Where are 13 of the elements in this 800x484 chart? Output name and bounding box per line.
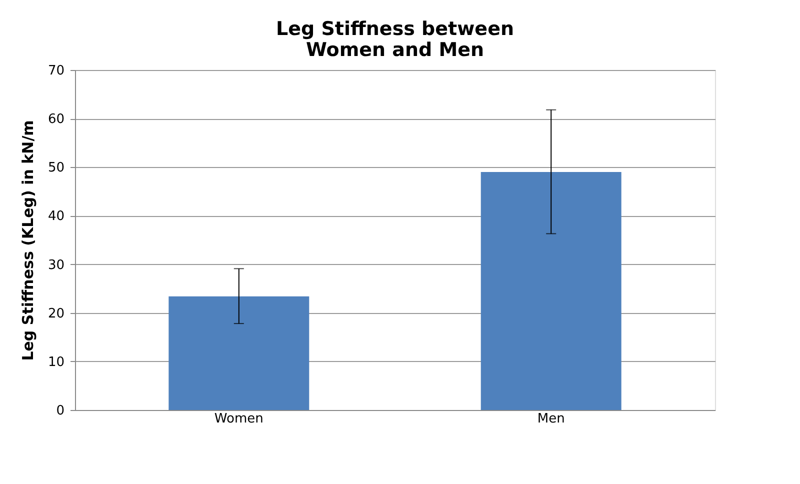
text: Leg Stiffness between [276,18,514,40]
y-tick-label: 10 [48,354,64,370]
y-tick-label: 20 [48,306,64,322]
y-tick-label: 60 [48,112,64,128]
text: Women and Men [306,39,484,61]
y-axis-title: Leg Stiffness (KLeg) in kN/m [18,120,37,361]
y-tick-label: 50 [48,160,64,176]
x-tick-label: Women [214,412,264,426]
y-tick-label: 70 [48,64,64,78]
y-tick-label: 30 [48,258,64,273]
y-tick-label: 40 [48,209,64,224]
x-tick-label: Men [537,412,565,426]
y-tick-label: 0 [56,404,64,418]
